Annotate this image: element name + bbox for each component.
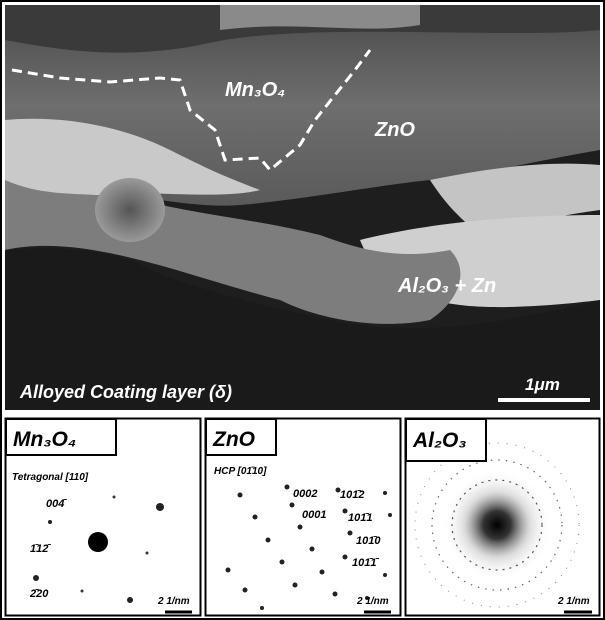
panel-mn3o4: Mn₃O₄ Tetragonal [110] 004̄ 1̄12̄ 2̄20 2… [6,419,201,616]
index-label: 101̄1̄ [352,557,379,569]
label: Mn₃O₄ [225,79,285,101]
label: Al₂O₃ + Zn [397,275,496,297]
zone-axis: HCP [01̄10] [214,466,267,477]
figure: Mn₃O₄ ZnO Al₂O₃ + Zn Alloyed Coating lay… [0,0,605,620]
panel-title: Mn₃O₄ [13,428,76,451]
index-label: 0001 [302,509,326,521]
label: ZnO [374,119,415,141]
index-label: 2̄20 [29,588,49,600]
index-label: 101̄0 [356,535,381,547]
panel-title: ZnO [212,428,255,451]
index-label: 0002 [293,488,317,500]
index-label: 004̄ [46,498,67,510]
index-label: 101̄2 [340,489,364,501]
scale-bar-label: 1μm [525,375,560,394]
scale-bar-label: 2 1/nm [557,596,590,607]
scale-bar-label: 2 1/nm [356,596,389,607]
index-label: 101̄1 [348,512,372,524]
zone-axis: Tetragonal [110] [12,472,89,483]
scale-bar-label: 2 1/nm [157,596,190,607]
panel-al2o3: Al₂O₃ 2 1/nm [406,419,600,616]
micrograph: Mn₃O₄ ZnO Al₂O₃ + Zn Alloyed Coating lay… [5,5,600,410]
caption: Alloyed Coating layer (δ) [19,382,232,402]
index-label: 1̄12̄ [30,543,51,555]
panel-zno: ZnO HCP [01̄10] 0002 0001 101̄2 101̄1 10… [206,419,401,616]
panel-title: Al₂O₃ [412,429,467,452]
